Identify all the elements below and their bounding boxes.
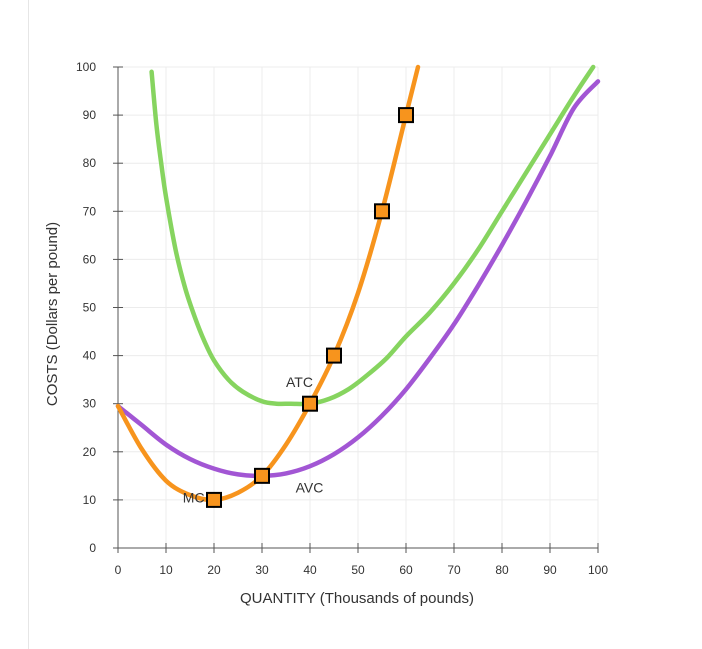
mc-point-marker <box>326 347 342 364</box>
y-tick-label: 100 <box>76 60 96 74</box>
mc-curve <box>115 64 421 503</box>
y-tick-label: 0 <box>89 541 96 555</box>
y-axis-ticks: 0 10 20 30 40 50 60 70 80 90 100 <box>76 60 123 555</box>
y-tick-label: 90 <box>83 108 97 122</box>
mc-point-marker <box>254 467 270 484</box>
x-tick-label: 100 <box>588 563 608 577</box>
grid <box>118 66 599 548</box>
y-tick-label: 80 <box>83 156 97 170</box>
atc-label: ATC <box>286 374 313 390</box>
x-tick-label: 0 <box>115 563 122 577</box>
page-divider <box>28 0 29 649</box>
x-tick-label: 50 <box>351 563 365 577</box>
mc-point-marker <box>398 107 414 124</box>
avc-label: AVC <box>296 480 324 496</box>
mc-point-marker <box>302 395 318 412</box>
mc-markers <box>206 107 414 508</box>
y-tick-label: 60 <box>83 252 97 266</box>
mc-label: MC <box>183 489 205 505</box>
x-tick-label: 70 <box>447 563 461 577</box>
x-tick-label: 30 <box>255 563 269 577</box>
x-tick-label: 90 <box>543 563 557 577</box>
y-tick-label: 30 <box>83 397 97 411</box>
y-tick-label: 10 <box>83 493 97 507</box>
y-tick-label: 50 <box>83 301 97 315</box>
y-tick-label: 40 <box>83 349 97 363</box>
curve-labels: ATC AVC MC <box>183 374 324 505</box>
y-axis-title: COSTS (Dollars per pound) <box>44 222 61 406</box>
mc-point-marker <box>374 203 390 220</box>
atc-curve <box>149 64 596 407</box>
x-tick-label: 10 <box>159 563 173 577</box>
x-tick-label: 20 <box>207 563 221 577</box>
x-axis-title: QUANTITY (Thousands of pounds) <box>240 590 474 607</box>
y-tick-label: 20 <box>83 445 97 459</box>
x-tick-label: 40 <box>303 563 317 577</box>
x-tick-label: 80 <box>495 563 509 577</box>
avc-curve <box>115 79 601 479</box>
x-tick-label: 60 <box>399 563 413 577</box>
y-tick-label: 70 <box>83 204 97 218</box>
mc-point-marker <box>206 491 222 508</box>
